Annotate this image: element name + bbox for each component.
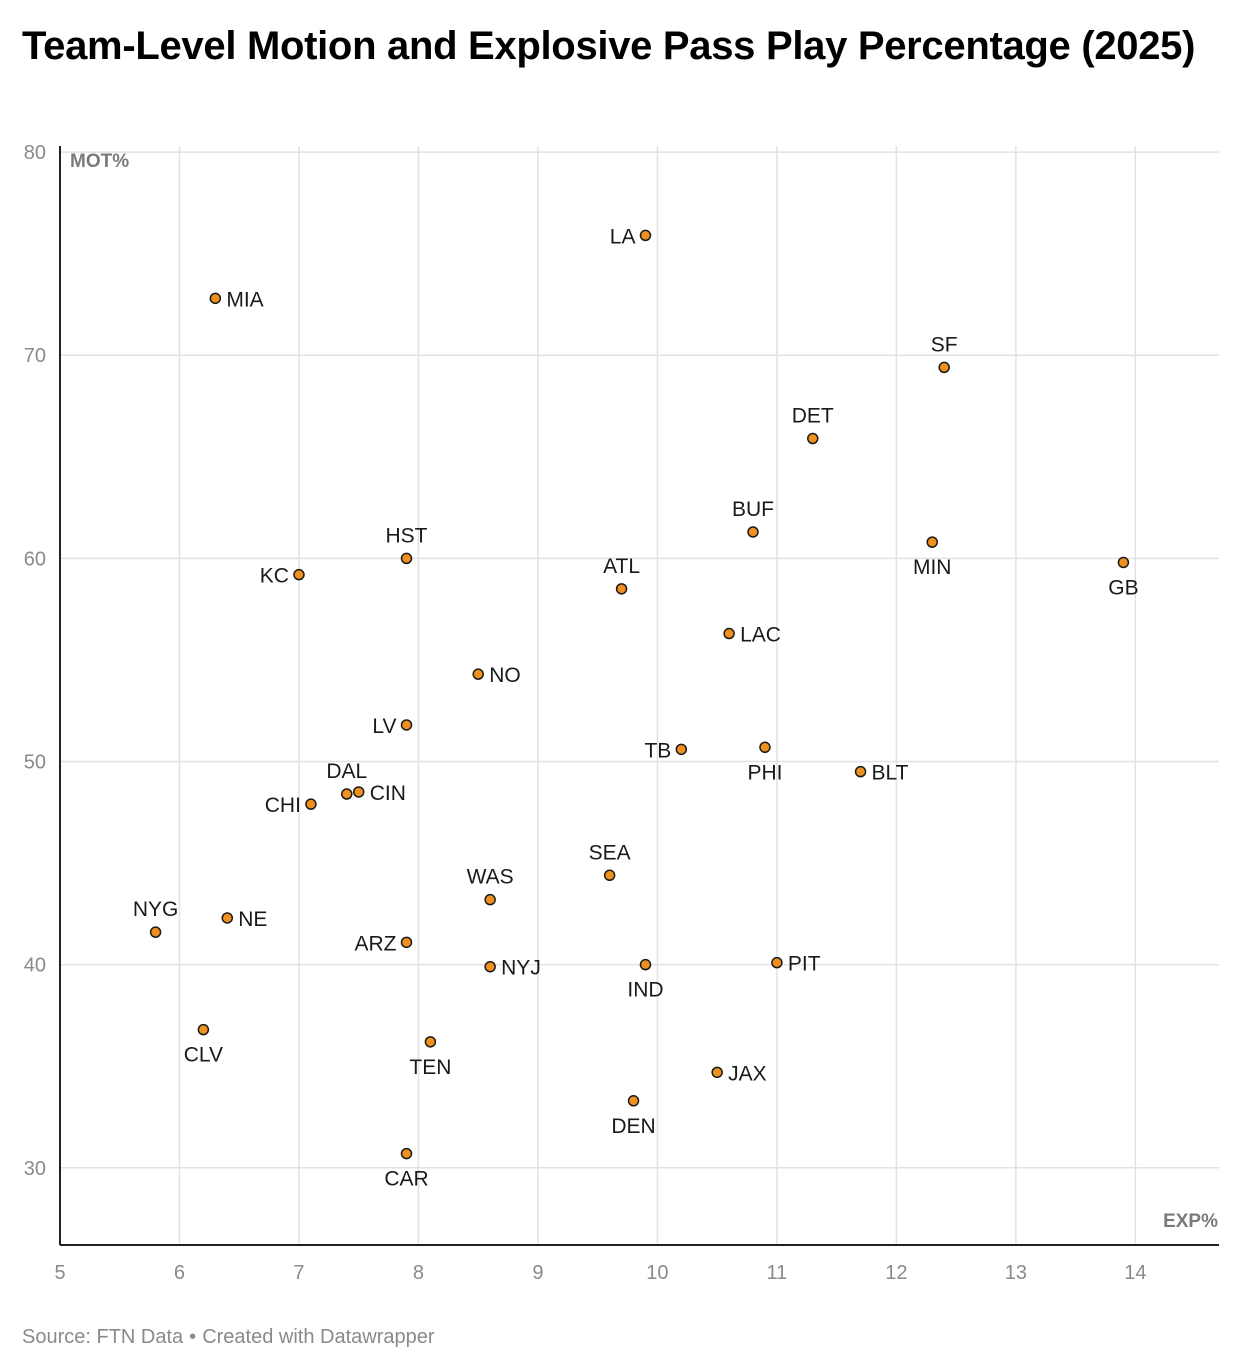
x-tick-label-12: 12 (885, 1262, 907, 1284)
point-chi (305, 798, 317, 810)
y-tick-label-60: 60 (24, 548, 46, 570)
point-was (484, 893, 496, 906)
point-label-sea: SEA (589, 841, 631, 864)
point-label-sf: SF (931, 333, 958, 356)
point-nyg (149, 926, 162, 938)
point-kc (293, 568, 305, 581)
y-tick-label-50: 50 (24, 752, 46, 774)
point-label-kc: KC (260, 565, 289, 588)
point-label-ten: TEN (409, 1056, 451, 1079)
y-tick-label-80: 80 (24, 142, 46, 164)
point-clv (197, 1023, 210, 1036)
point-label-gb: GB (1108, 576, 1138, 599)
x-tick-label-9: 9 (532, 1262, 543, 1284)
x-tick-label-13: 13 (1005, 1262, 1027, 1284)
point-phi (759, 741, 771, 754)
point-blt (854, 765, 867, 778)
point-label-mia: MIA (226, 288, 263, 311)
point-tb (675, 743, 688, 756)
point-label-ind: IND (627, 979, 663, 1002)
axis-layer: 30 40 50 60 70 80 5 6 7 8 9 10 11 12 13 14 MOT% EXP% (24, 142, 1219, 1284)
footer-separator: • (189, 1326, 197, 1348)
point-min (926, 536, 938, 548)
point-no (472, 668, 484, 680)
point-label-buf: BUF (732, 498, 774, 521)
point-label-tb: TB (644, 739, 671, 762)
point-label-cin: CIN (370, 782, 406, 805)
y-tick-label-30: 30 (24, 1158, 46, 1180)
labels-layer: LA MIA SF DET BUF MIN HST GB KC ATL LAC NO LV PHI TB BL… (133, 225, 1139, 1190)
point-label-lac: LAC (740, 624, 781, 647)
point-pit (771, 956, 783, 969)
point-label-dal: DAL (326, 760, 367, 783)
point-atl (615, 583, 628, 595)
x-tick-label-11: 11 (767, 1262, 788, 1284)
point-ind (639, 958, 652, 971)
x-axis-title: EXP% (1163, 1211, 1218, 1232)
point-label-was: WAS (467, 866, 514, 889)
y-tick-label-40: 40 (24, 955, 46, 977)
point-label-min: MIN (913, 556, 952, 579)
point-label-lv: LV (372, 715, 396, 738)
point-label-hst: HST (386, 524, 428, 547)
grid-layer (60, 146, 1219, 1245)
point-label-phi: PHI (747, 761, 782, 784)
x-tick-label-8: 8 (413, 1262, 424, 1284)
point-lac (723, 627, 735, 640)
point-label-la: LA (610, 225, 636, 248)
point-label-nyj: NYJ (501, 957, 541, 980)
point-label-pit: PIT (788, 953, 821, 976)
y-tick-label-70: 70 (24, 345, 46, 367)
point-cin (352, 786, 365, 798)
point-ten (424, 1036, 437, 1048)
source-text: Source: FTN Data (22, 1326, 184, 1348)
point-label-chi: CHI (265, 794, 301, 817)
point-arz (400, 936, 413, 949)
point-label-det: DET (792, 405, 834, 428)
x-tick-label-7: 7 (293, 1262, 304, 1284)
point-den (627, 1095, 640, 1107)
point-label-ne: NE (238, 908, 267, 931)
point-hst (400, 552, 413, 565)
point-label-den: DEN (611, 1115, 655, 1138)
x-tick-label-10: 10 (646, 1262, 668, 1284)
point-gb (1117, 556, 1130, 569)
point-label-blt: BLT (872, 762, 909, 785)
point-label-clv: CLV (184, 1044, 223, 1067)
x-tick-label-6: 6 (174, 1262, 185, 1284)
point-label-atl: ATL (603, 555, 640, 578)
point-label-no: NO (489, 664, 521, 687)
point-la (639, 229, 652, 242)
point-dal (341, 788, 353, 800)
point-label-nyg: NYG (133, 898, 179, 921)
point-car (400, 1147, 413, 1160)
x-tick-label-14: 14 (1124, 1262, 1146, 1284)
point-label-jax: JAX (728, 1062, 767, 1085)
y-axis-title: MOT% (70, 151, 129, 172)
point-lv (400, 719, 413, 731)
chart-title: Team-Level Motion and Explosive Pass Pla… (22, 24, 1196, 68)
credit-text: Created with Datawrapper (202, 1326, 435, 1348)
point-jax (711, 1066, 723, 1079)
point-mia (209, 292, 222, 305)
point-ne (221, 912, 234, 924)
point-det (807, 432, 819, 445)
point-nyj (484, 960, 496, 973)
point-label-arz: ARZ (355, 932, 397, 955)
points-layer (149, 229, 1130, 1160)
point-sea (603, 869, 616, 882)
point-label-car: CAR (384, 1168, 428, 1191)
x-tick-label-5: 5 (54, 1262, 65, 1284)
point-sf (938, 361, 950, 374)
point-buf (747, 526, 759, 538)
chart-footer: Source: FTN Data • Created with Datawrappe… (22, 1326, 435, 1349)
